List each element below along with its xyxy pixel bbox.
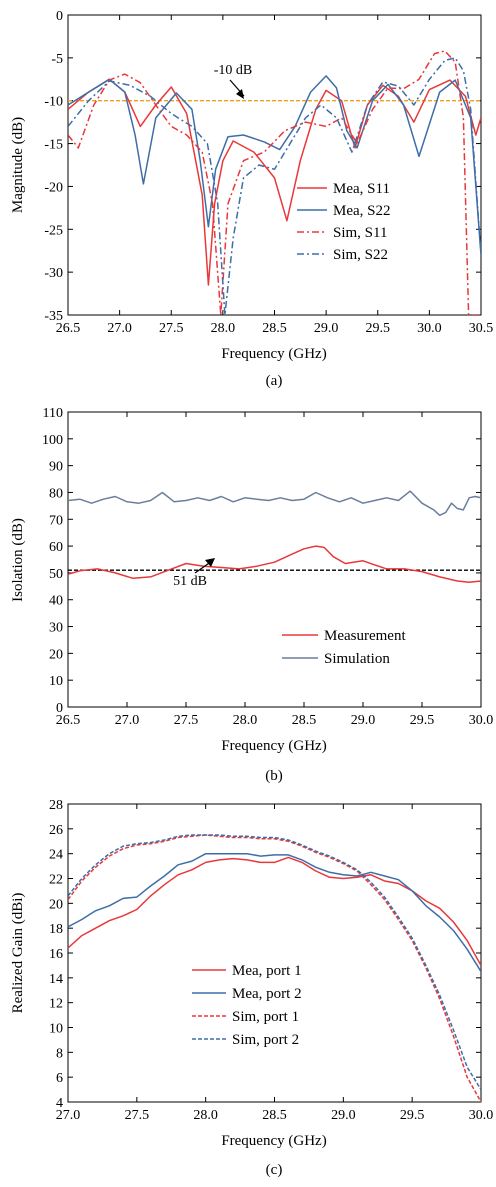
y-tick-label: 8 [56, 1046, 63, 1061]
series-line-sim-port-2 [68, 834, 481, 1090]
y-tick-label: 14 [49, 972, 63, 987]
legend: Mea, S11 Mea, S22 Sim, S11 Sim, S22 [297, 181, 391, 263]
x-tick-label: 27.5 [174, 713, 199, 728]
y-tick-label: -5 [51, 52, 63, 67]
x-tick-label: 27.5 [159, 321, 184, 336]
y-tick-label: 50 [49, 567, 63, 582]
y-tick-label: 28 [49, 798, 63, 813]
annotation-arrowhead [236, 89, 244, 99]
series-line-mea-port-1 [68, 856, 481, 966]
x-tick-label: 30.5 [469, 321, 494, 336]
series-line-simulation [68, 490, 481, 517]
y-tick-label: 18 [49, 922, 63, 937]
series-line-mea-s22 [68, 75, 481, 256]
plot-frame [67, 411, 482, 708]
legend-label-sim-s22: Sim, S22 [333, 247, 388, 263]
legend-label-mea-port-2: Mea, port 2 [232, 986, 302, 1002]
legend: Mea, port 1 Mea, port 2 Sim, port 1 Sim,… [192, 963, 302, 1048]
legend: Measurement Simulation [282, 628, 406, 667]
legend-label-mea-port-1: Mea, port 1 [232, 963, 302, 979]
x-tick-label: 29.5 [400, 1108, 425, 1123]
x-tick-label: 29.0 [331, 1108, 356, 1123]
panel-c: 27.0 27.5 28.0 28.5 29.0 29.5 30.0 4 6 8 10 12 14 16 1… [10, 798, 493, 1178]
x-axis-label: Frequency (GHz) [221, 738, 326, 754]
y-tick-label: 20 [49, 897, 63, 912]
y-tick-label: 40 [49, 594, 63, 609]
x-tick-label: 26.5 [56, 713, 81, 728]
y-tick-label: -20 [44, 180, 63, 195]
panel-a: 26.5 27.0 27.5 28.0 28.5 29.0 29.5 30.0 30.5 0 -5 -… [10, 9, 493, 389]
legend-label-mea-s22: Mea, S22 [333, 203, 391, 219]
panel-caption: (a) [266, 373, 283, 389]
x-tick-label: 29.5 [410, 713, 435, 728]
y-tick-label: 16 [49, 947, 63, 962]
x-tick-label: 29.0 [351, 713, 376, 728]
x-tick-label: 28.5 [262, 1108, 287, 1123]
y-tick-label: 30 [49, 621, 63, 636]
y-tick-label: 26 [49, 823, 63, 838]
y-tick-label: 4 [56, 1096, 63, 1111]
y-tick-label: 90 [49, 460, 63, 475]
y-tick-label: -30 [44, 266, 63, 281]
y-axis-label: Realized Gain (dBi) [10, 893, 26, 1014]
y-tick-label: 0 [56, 9, 63, 24]
x-tick-label: 28.0 [233, 713, 258, 728]
x-tick-label: 28.5 [262, 321, 287, 336]
x-tick-label: 30.0 [469, 1108, 494, 1123]
annotation-arrowhead [205, 558, 215, 567]
legend-label-measurement: Measurement [324, 628, 406, 644]
x-tick-label: 28.5 [292, 713, 317, 728]
x-tick-label: 28.0 [193, 1108, 218, 1123]
panel-caption: (c) [266, 1162, 283, 1178]
series-line-mea-port-2 [68, 852, 481, 972]
x-tick-label: 29.0 [314, 321, 339, 336]
series-line-mea-s11 [68, 78, 481, 286]
plot-frame [67, 14, 482, 316]
x-axis-label: Frequency (GHz) [221, 346, 326, 362]
panel-caption: (b) [265, 768, 283, 784]
x-tick-label: 26.5 [56, 321, 81, 336]
legend-label-sim-port-1: Sim, port 1 [232, 1009, 299, 1025]
legend-label-sim-port-2: Sim, port 2 [232, 1032, 299, 1048]
y-tick-label: 60 [49, 540, 63, 555]
y-tick-label: -35 [44, 309, 63, 324]
y-tick-label: 70 [49, 513, 63, 528]
y-axis-label: Isolation (dB) [10, 518, 26, 602]
y-tick-label: 20 [49, 647, 63, 662]
y-tick-label: -15 [44, 138, 63, 153]
x-tick-label: 27.0 [56, 1108, 81, 1123]
y-tick-label: -10 [44, 95, 63, 110]
reference-line-label: 51 dB [173, 574, 207, 589]
y-axis-label: Magnitude (dB) [10, 117, 26, 213]
legend-label-sim-s11: Sim, S11 [333, 225, 387, 241]
legend-label-simulation: Simulation [324, 651, 390, 667]
y-tick-label: 110 [43, 406, 63, 421]
x-tick-label: 30.0 [469, 713, 494, 728]
y-tick-label: 10 [49, 674, 63, 689]
y-tick-label: 100 [42, 433, 63, 448]
panel-b: 26.5 27.0 27.5 28.0 28.5 29.0 29.5 30.0 0 10 20 30 4… [10, 406, 493, 784]
x-tick-label: 27.0 [115, 713, 140, 728]
x-tick-label: 27.5 [125, 1108, 150, 1123]
y-tick-label: 10 [49, 1022, 63, 1037]
x-tick-label: 30.0 [417, 321, 442, 336]
series-line-sim-s22 [68, 57, 481, 315]
x-tick-label: 27.0 [107, 321, 132, 336]
y-tick-label: 80 [49, 486, 63, 501]
x-tick-label: 28.0 [211, 321, 236, 336]
reference-line-label: -10 dB [214, 63, 253, 78]
y-tick-label: -25 [44, 223, 63, 238]
y-tick-label: 6 [56, 1071, 63, 1086]
y-tick-label: 22 [49, 873, 63, 888]
y-tick-label: 0 [56, 701, 63, 716]
x-tick-label: 29.5 [366, 321, 391, 336]
series-line-sim-port-1 [68, 834, 481, 1102]
legend-label-mea-s11: Mea, S11 [333, 181, 390, 197]
x-axis-label: Frequency (GHz) [221, 1133, 326, 1149]
series-line-measurement [68, 545, 481, 584]
series-line-sim-s11 [68, 50, 481, 315]
y-tick-label: 12 [49, 997, 63, 1012]
y-tick-label: 24 [49, 848, 63, 863]
